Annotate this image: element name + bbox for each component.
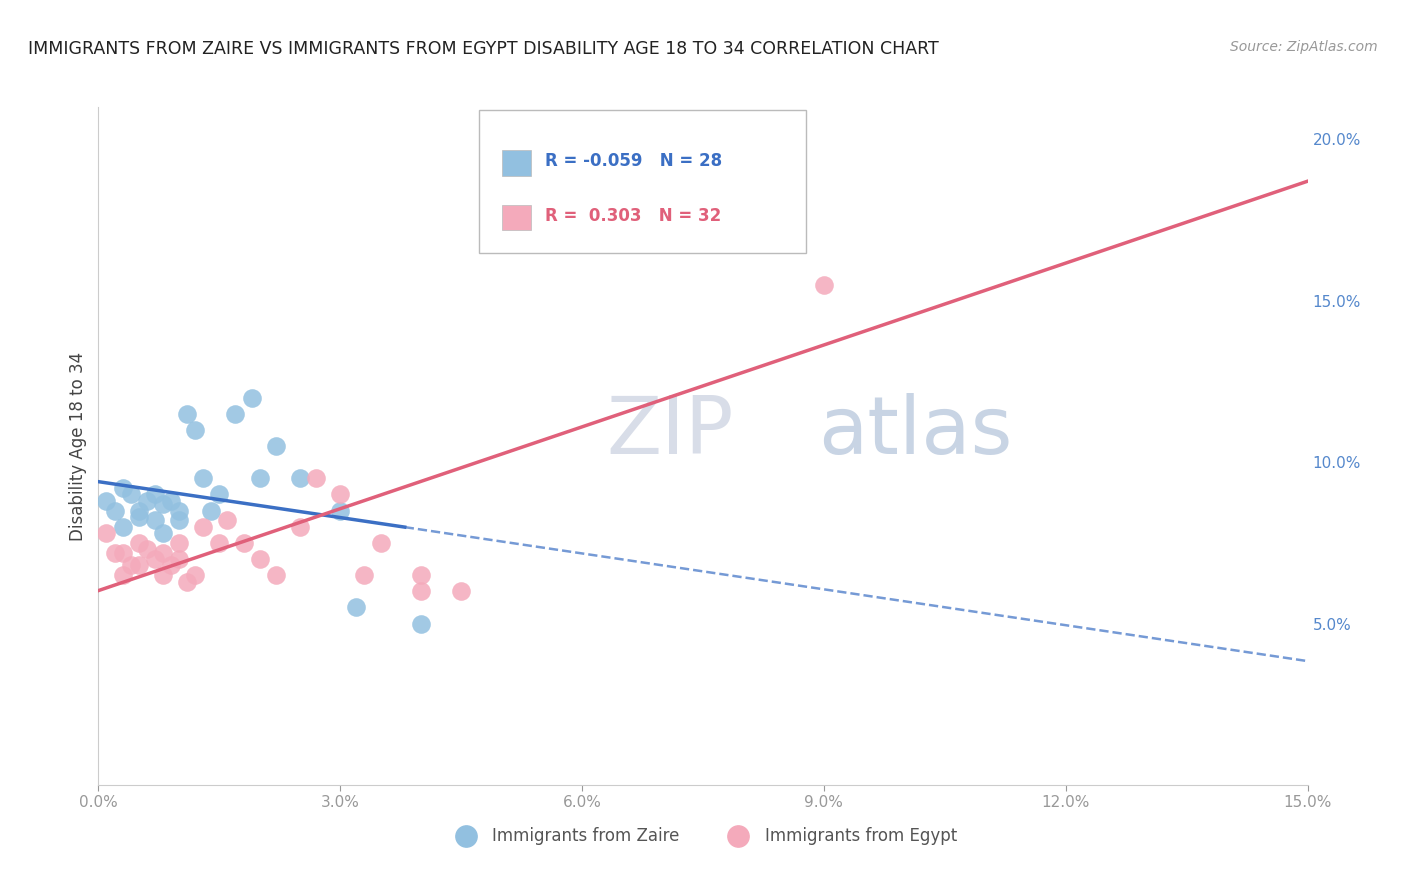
- Point: [152, 497, 174, 511]
- FancyBboxPatch shape: [479, 111, 806, 252]
- Point: [167, 503, 190, 517]
- Point: [135, 494, 157, 508]
- Point: [96, 494, 118, 508]
- Point: [96, 526, 118, 541]
- Point: [208, 536, 231, 550]
- Point: [249, 471, 271, 485]
- Point: [152, 568, 174, 582]
- Point: [329, 487, 352, 501]
- Point: [135, 542, 157, 557]
- Text: R = -0.059   N = 28: R = -0.059 N = 28: [544, 153, 721, 170]
- Point: [184, 568, 207, 582]
- Point: [409, 584, 432, 599]
- Point: [200, 503, 222, 517]
- FancyBboxPatch shape: [502, 204, 531, 230]
- Point: [128, 558, 150, 573]
- Text: ZIP: ZIP: [606, 393, 734, 472]
- FancyBboxPatch shape: [502, 151, 531, 176]
- Point: [232, 536, 254, 550]
- Y-axis label: Disability Age 18 to 34: Disability Age 18 to 34: [69, 351, 87, 541]
- Point: [193, 519, 215, 533]
- Point: [160, 558, 183, 573]
- Text: IMMIGRANTS FROM ZAIRE VS IMMIGRANTS FROM EGYPT DISABILITY AGE 18 TO 34 CORRELATI: IMMIGRANTS FROM ZAIRE VS IMMIGRANTS FROM…: [28, 40, 939, 58]
- Point: [152, 545, 174, 559]
- Point: [167, 513, 190, 527]
- Point: [240, 391, 263, 405]
- Point: [167, 552, 190, 566]
- Point: [329, 503, 352, 517]
- Point: [288, 519, 311, 533]
- Point: [353, 568, 375, 582]
- Point: [128, 510, 150, 524]
- Point: [111, 519, 134, 533]
- Point: [143, 552, 166, 566]
- Point: [813, 277, 835, 292]
- Point: [120, 558, 142, 573]
- Point: [217, 513, 239, 527]
- Point: [249, 552, 271, 566]
- Point: [176, 574, 198, 589]
- Text: R =  0.303   N = 32: R = 0.303 N = 32: [544, 207, 721, 225]
- Legend: Immigrants from Zaire, Immigrants from Egypt: Immigrants from Zaire, Immigrants from E…: [443, 820, 963, 851]
- Point: [152, 526, 174, 541]
- Point: [167, 536, 190, 550]
- Text: Source: ZipAtlas.com: Source: ZipAtlas.com: [1230, 40, 1378, 54]
- Point: [370, 536, 392, 550]
- Point: [224, 407, 246, 421]
- Point: [409, 616, 432, 631]
- Point: [344, 600, 367, 615]
- Point: [450, 584, 472, 599]
- Point: [288, 471, 311, 485]
- Point: [111, 545, 134, 559]
- Point: [264, 439, 287, 453]
- Point: [176, 407, 198, 421]
- Point: [111, 568, 134, 582]
- Point: [409, 568, 432, 582]
- Point: [143, 487, 166, 501]
- Point: [143, 513, 166, 527]
- Point: [128, 503, 150, 517]
- Point: [184, 423, 207, 437]
- Point: [772, 223, 794, 237]
- Point: [305, 471, 328, 485]
- Point: [208, 487, 231, 501]
- Point: [103, 503, 125, 517]
- Point: [160, 494, 183, 508]
- Point: [103, 545, 125, 559]
- Point: [264, 568, 287, 582]
- Point: [111, 481, 134, 495]
- Point: [120, 487, 142, 501]
- Point: [193, 471, 215, 485]
- Point: [128, 536, 150, 550]
- Text: atlas: atlas: [818, 393, 1012, 472]
